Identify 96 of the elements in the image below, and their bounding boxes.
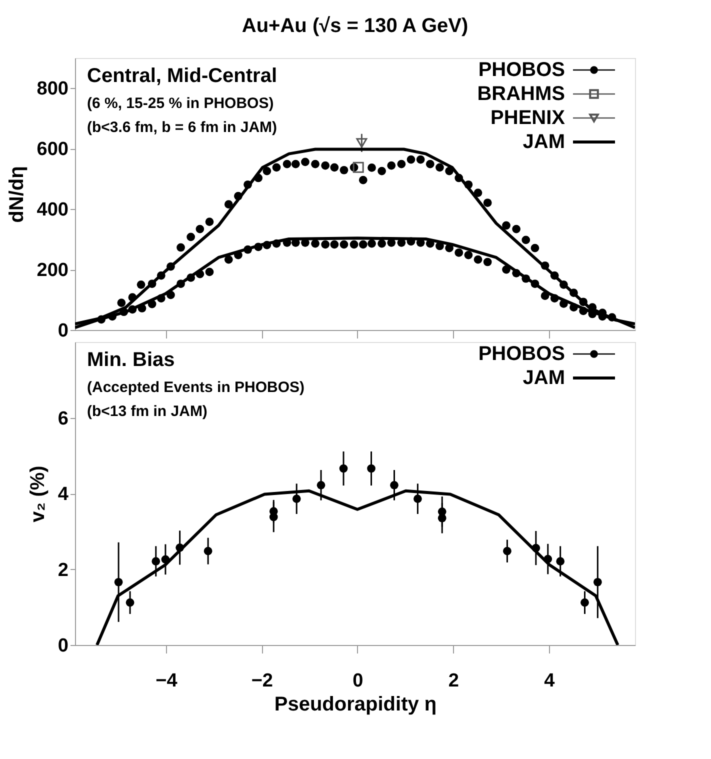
point — [136, 280, 146, 289]
x-axis-title: Pseudorapidity η — [274, 694, 437, 716]
point — [544, 554, 552, 564]
point — [474, 255, 482, 264]
x-tick-label: −2 — [251, 670, 274, 692]
point — [387, 161, 396, 170]
point — [291, 160, 300, 168]
point — [282, 160, 292, 168]
point — [358, 240, 368, 249]
point — [114, 578, 123, 586]
point — [205, 218, 214, 226]
point — [438, 514, 446, 522]
point — [152, 557, 160, 566]
point — [406, 155, 416, 164]
x-tick-label: 2 — [448, 670, 459, 692]
point — [390, 480, 398, 490]
point — [368, 164, 376, 172]
point — [350, 240, 358, 249]
point — [186, 232, 196, 242]
y-axis-title: dN/dη — [6, 166, 28, 223]
point — [436, 163, 444, 172]
point — [397, 160, 406, 168]
y-tick-label: 0 — [58, 636, 68, 656]
point — [464, 250, 473, 260]
point — [368, 239, 376, 248]
point — [330, 163, 339, 172]
point — [311, 239, 320, 248]
point — [126, 598, 134, 607]
point — [321, 240, 330, 249]
point — [378, 166, 386, 176]
point — [378, 239, 386, 248]
point — [205, 268, 214, 276]
point — [530, 244, 540, 252]
point — [474, 188, 482, 197]
y-tick-label: 2 — [58, 560, 68, 581]
point — [269, 507, 278, 516]
x-tick-label: 4 — [544, 670, 556, 692]
point — [117, 298, 126, 307]
point — [522, 236, 530, 244]
point — [556, 557, 565, 566]
point — [311, 160, 320, 168]
y-axis-title: v₂ (%) — [26, 466, 49, 522]
point — [292, 494, 301, 503]
legend-label: BRAHMS — [477, 83, 565, 105]
point — [339, 464, 348, 473]
legend-label: JAM — [522, 131, 565, 153]
point — [340, 166, 348, 174]
y-tick-label: 200 — [36, 260, 68, 282]
point — [426, 160, 434, 168]
x-tick-label: 0 — [352, 670, 364, 692]
annotation: (b<3.6 fm, b = 6 fm in JAM) — [87, 119, 278, 136]
point — [593, 578, 602, 586]
point — [512, 224, 520, 234]
legend-label: PHOBOS — [478, 59, 565, 81]
point — [580, 598, 589, 607]
point — [503, 546, 512, 556]
point — [454, 248, 464, 257]
point — [356, 138, 368, 148]
annotation: Central, Mid-Central — [87, 65, 278, 87]
annotation: (6 %, 15-25 % in PHOBOS) — [87, 95, 274, 112]
legend-label: PHOBOS — [478, 343, 565, 365]
point — [262, 166, 272, 176]
y-tick-label: 6 — [58, 408, 68, 430]
point — [367, 464, 376, 473]
point — [330, 240, 339, 249]
point — [224, 200, 233, 208]
point — [483, 258, 492, 266]
y-tick-label: 400 — [36, 200, 68, 221]
point — [176, 543, 184, 552]
y-tick-label: 800 — [36, 78, 68, 100]
point — [204, 546, 212, 556]
point — [272, 163, 281, 172]
point — [502, 221, 510, 230]
y-tick-label: 600 — [36, 139, 68, 160]
annotation: (b<13 fm in JAM) — [87, 403, 208, 420]
annotation: Min. Bias — [87, 349, 175, 371]
point — [321, 161, 330, 170]
point — [316, 480, 326, 490]
x-tick-label: −4 — [156, 670, 178, 692]
chart-title: Au+Au (√s = 130 A GeV) — [242, 15, 468, 37]
point — [358, 176, 368, 184]
point — [340, 240, 348, 249]
y-tick-label: 4 — [58, 484, 69, 505]
point — [414, 494, 422, 503]
legend-label: JAM — [522, 367, 565, 389]
point — [352, 162, 364, 173]
point — [416, 155, 425, 164]
point — [224, 255, 233, 264]
annotation: (Accepted Events in PHOBOS) — [87, 379, 305, 396]
point — [483, 198, 492, 207]
y-tick-label: 0 — [58, 320, 68, 342]
point — [301, 158, 310, 166]
line-series — [75, 148, 635, 326]
legend-label: PHENIX — [490, 107, 566, 129]
point — [196, 224, 204, 234]
point — [176, 243, 185, 252]
